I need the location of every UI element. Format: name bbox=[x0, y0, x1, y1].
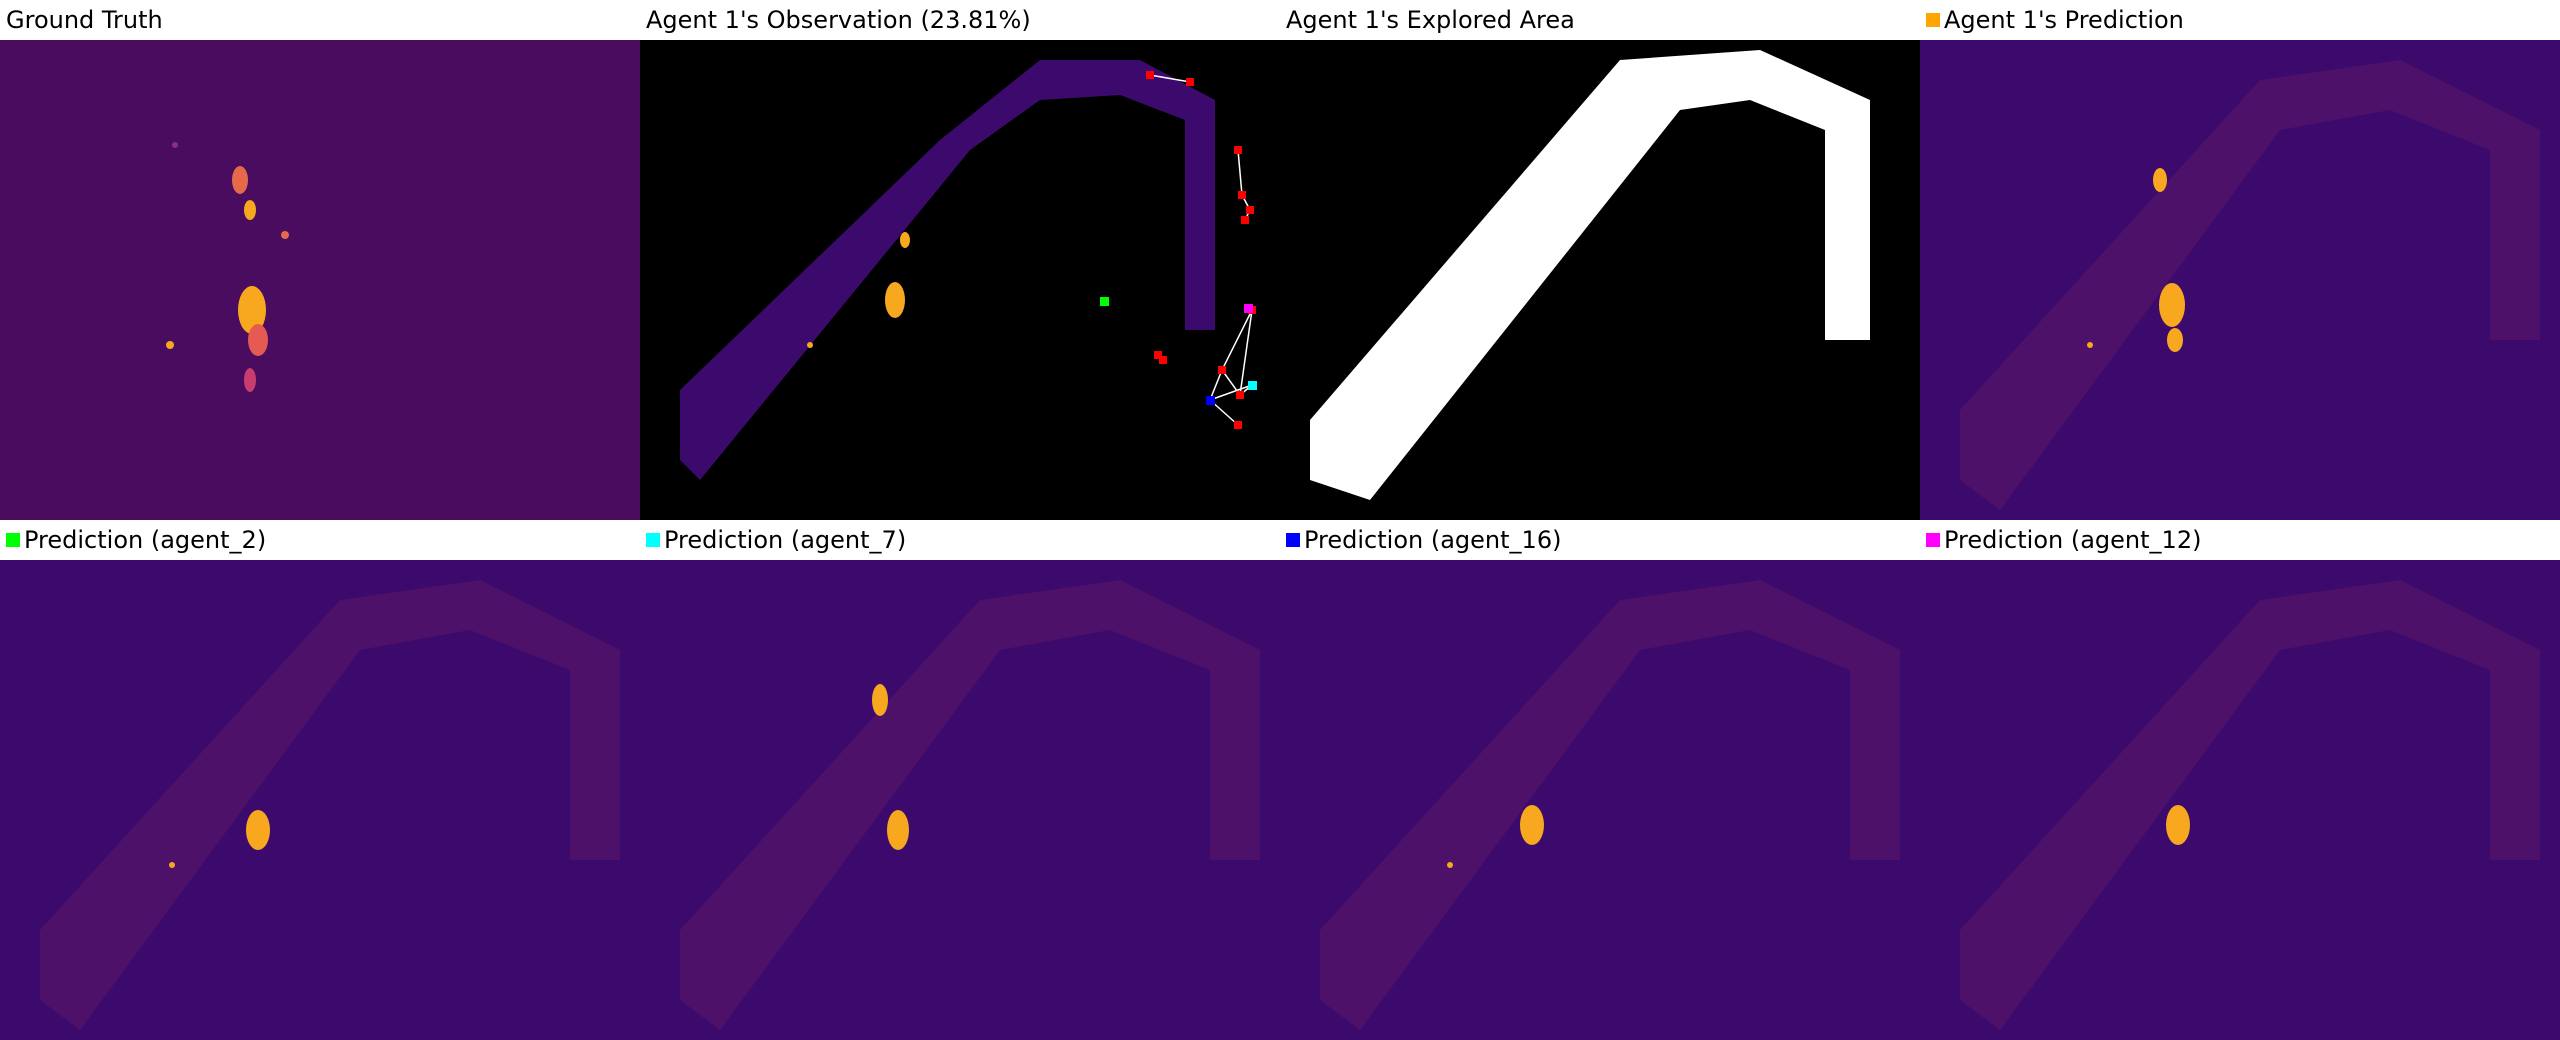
panel-observation: Agent 1's Observation (23.81%) bbox=[640, 0, 1280, 520]
agent1-prediction-map bbox=[1920, 40, 2560, 520]
panel-agent2-prediction: Prediction (agent_2) bbox=[0, 520, 640, 1040]
ground-truth-map bbox=[0, 40, 640, 520]
panel-ground-truth: Ground Truth bbox=[0, 0, 640, 520]
panel-title-text: Ground Truth bbox=[6, 6, 163, 34]
agent2-prediction-map bbox=[0, 560, 640, 1040]
panel-title: Prediction (agent_16) bbox=[1280, 520, 1920, 560]
legend-swatch-cyan bbox=[646, 533, 660, 547]
panel-title: Agent 1's Explored Area bbox=[1280, 0, 1920, 40]
panel-title: Ground Truth bbox=[0, 0, 640, 40]
agent1-prediction-image bbox=[1920, 40, 2560, 520]
panel-title-text: Agent 1's Observation (23.81%) bbox=[646, 6, 1031, 34]
explored-area-image bbox=[1280, 40, 1920, 520]
panel-title-text: Agent 1's Prediction bbox=[1944, 6, 2184, 34]
legend-swatch-orange bbox=[1926, 13, 1940, 27]
agent16-prediction-map bbox=[1280, 560, 1920, 1040]
agent7-prediction-image bbox=[640, 560, 1280, 1040]
panel-agent1-prediction: Agent 1's Prediction bbox=[1920, 0, 2560, 520]
panel-title-text: Prediction (agent_2) bbox=[24, 526, 267, 554]
agent12-prediction-image bbox=[1920, 560, 2560, 1040]
panel-title: Agent 1's Prediction bbox=[1920, 0, 2560, 40]
observation-image bbox=[640, 40, 1280, 520]
agent12-prediction-map bbox=[1920, 560, 2560, 1040]
panel-title: Prediction (agent_12) bbox=[1920, 520, 2560, 560]
panel-title-text: Prediction (agent_12) bbox=[1944, 526, 2202, 554]
panel-title-text: Prediction (agent_16) bbox=[1304, 526, 1562, 554]
agent16-prediction-image bbox=[1280, 560, 1920, 1040]
panel-title: Agent 1's Observation (23.81%) bbox=[640, 0, 1280, 40]
observation-map bbox=[640, 40, 1280, 520]
agent7-prediction-map bbox=[640, 560, 1280, 1040]
legend-swatch-blue bbox=[1286, 533, 1300, 547]
legend-swatch-green bbox=[6, 533, 20, 547]
panel-agent7-prediction: Prediction (agent_7) bbox=[640, 520, 1280, 1040]
panel-agent16-prediction: Prediction (agent_16) bbox=[1280, 520, 1920, 1040]
legend-swatch-magenta bbox=[1926, 533, 1940, 547]
panel-title-text: Agent 1's Explored Area bbox=[1286, 6, 1575, 34]
panel-explored-area: Agent 1's Explored Area bbox=[1280, 0, 1920, 520]
panel-agent12-prediction: Prediction (agent_12) bbox=[1920, 520, 2560, 1040]
panel-title: Prediction (agent_2) bbox=[0, 520, 640, 560]
ground-truth-image bbox=[0, 40, 640, 520]
explored-area-map bbox=[1280, 40, 1920, 520]
panel-title-text: Prediction (agent_7) bbox=[664, 526, 907, 554]
panel-title: Prediction (agent_7) bbox=[640, 520, 1280, 560]
agent2-prediction-image bbox=[0, 560, 640, 1040]
